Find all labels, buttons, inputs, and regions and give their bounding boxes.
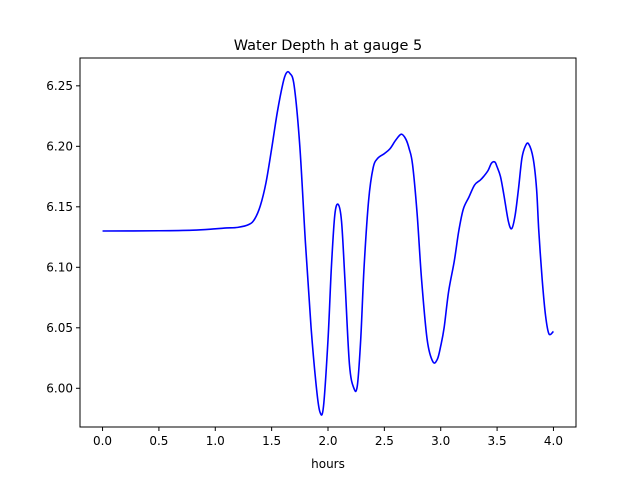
x-tick-label: 1.0 (206, 434, 225, 448)
y-tick-label: 6.05 (46, 321, 73, 335)
y-tick-label: 6.10 (46, 260, 73, 274)
x-tick-label: 4.0 (544, 434, 563, 448)
x-tick-label: 0.5 (149, 434, 168, 448)
plot-area (102, 70, 554, 416)
x-axis-label: hours (311, 457, 345, 471)
chart-title: Water Depth h at gauge 5 (234, 38, 422, 54)
x-tick-label: 3.0 (431, 434, 450, 448)
x-tick-label: 1.5 (262, 434, 281, 448)
x-tick-label: 3.5 (488, 434, 507, 448)
y-tick-label: 6.00 (46, 381, 73, 395)
y-tick-label: 6.25 (46, 79, 73, 93)
x-tick-label: 0.0 (93, 434, 112, 448)
y-axis-ticks: 6.00 6.05 6.10 6.15 6.20 6.25 (46, 79, 80, 395)
y-tick-label: 6.20 (46, 139, 73, 153)
x-tick-label: 2.0 (318, 434, 337, 448)
y-tick-label: 6.15 (46, 200, 73, 214)
x-axis-ticks: 0.0 0.5 1.0 1.5 2.0 2.5 3.0 3.5 4.0 (93, 427, 563, 448)
x-tick-label: 2.5 (375, 434, 394, 448)
series-line-0 (102, 70, 554, 416)
